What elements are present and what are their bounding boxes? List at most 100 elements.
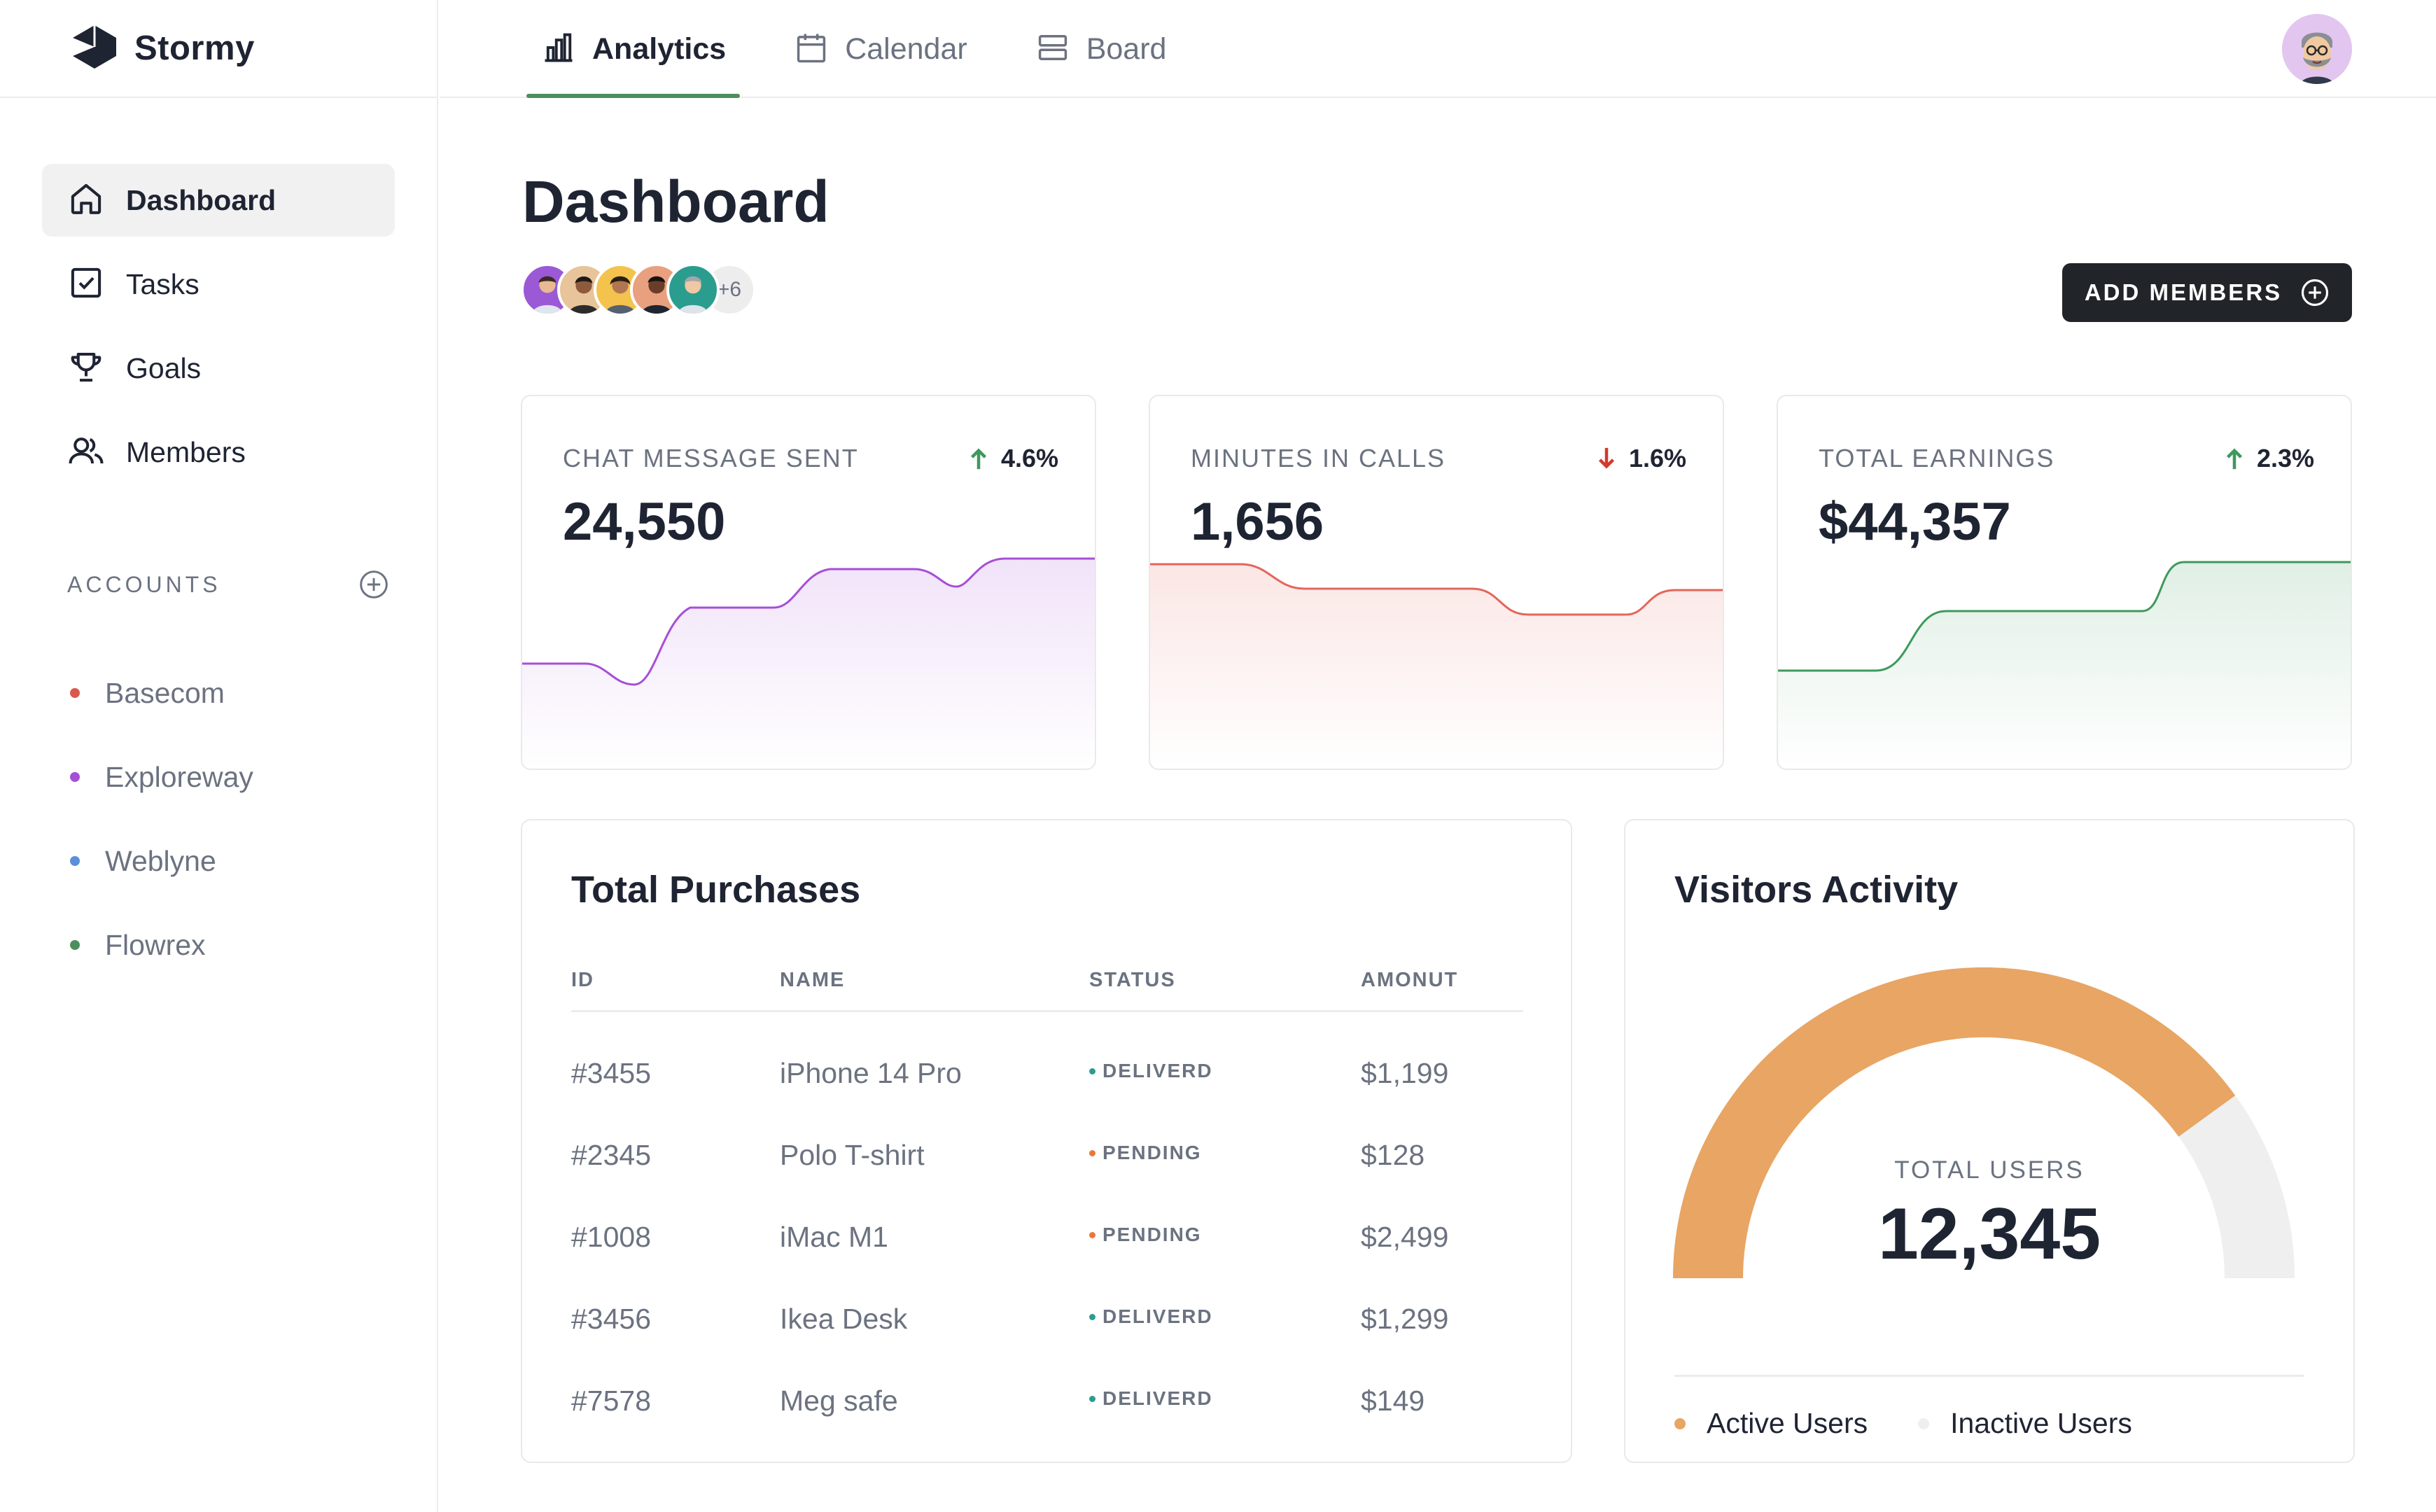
legend-item-active: Active Users: [1674, 1407, 1868, 1440]
tab-analytics[interactable]: Analytics: [526, 0, 741, 98]
account-label: Basecom: [105, 676, 225, 709]
column-header-name: NAME: [780, 969, 846, 991]
column-header-amount: AMONUT: [1361, 969, 1459, 991]
bar-chart-icon: [540, 29, 577, 69]
cell-name: Meg safe: [780, 1385, 898, 1417]
gauge-label: TOTAL USERS: [1894, 1156, 2085, 1184]
cell-amount: $2,499: [1361, 1221, 1449, 1253]
calendar-icon: [793, 29, 830, 69]
gauge-value: 12,345: [1877, 1194, 2101, 1275]
top-bar: Analytics Calendar Board: [440, 0, 2436, 98]
table-row[interactable]: #2345 Polo T-shirt PENDING $128: [571, 1139, 1523, 1181]
stat-change-value: 1.6%: [1628, 444, 1686, 472]
account-item-weblyne[interactable]: Weblyne: [70, 819, 253, 903]
tab-calendar[interactable]: Calendar: [779, 0, 981, 98]
add-members-button[interactable]: ADD MEMBERS: [2062, 263, 2352, 322]
table-row[interactable]: #7578 Meg safe DELIVERD $149: [571, 1385, 1523, 1427]
user-avatar[interactable]: [2282, 14, 2352, 84]
status-badge: DELIVERD: [1089, 1387, 1213, 1410]
sidebar-item-members[interactable]: Members: [42, 416, 395, 489]
status-dot: [1089, 1313, 1096, 1320]
cell-amount: $1,199: [1361, 1057, 1449, 1089]
cell-name: Polo T-shirt: [780, 1139, 925, 1171]
tab-label: Analytics: [592, 31, 727, 66]
board-icon: [1035, 29, 1071, 69]
legend-item-inactive: Inactive Users: [1918, 1407, 2132, 1440]
legend-label: Active Users: [1707, 1407, 1868, 1439]
home-icon: [67, 180, 105, 221]
plus-circle-icon: [360, 570, 388, 598]
status-dot: [1089, 1395, 1096, 1402]
account-color-dot: [70, 772, 80, 782]
status-badge: PENDING: [1089, 1224, 1202, 1246]
panel-title: Visitors Activity: [1674, 869, 1959, 911]
arrow-down-icon: [1598, 447, 1614, 469]
account-color-dot: [70, 940, 80, 950]
sparkline-chart: [1778, 561, 2351, 769]
member-avatar: [666, 263, 720, 316]
stat-card-total-earnings: TOTAL EARNINGS 2.3% $44,357: [1777, 395, 2352, 770]
cell-id: #7578: [571, 1385, 652, 1417]
sparkline-chart: [522, 557, 1095, 769]
status-text: PENDING: [1102, 1142, 1202, 1163]
sidebar-nav: Dashboard Tasks Goals Members: [42, 164, 395, 500]
member-avatars[interactable]: +6: [521, 263, 756, 319]
table-row[interactable]: #3456 Ikea Desk DELIVERD $1,299: [571, 1303, 1523, 1345]
arrow-up-icon: [970, 448, 986, 470]
brand[interactable]: Stormy: [70, 24, 255, 74]
table-header: ID NAME STATUS AMONUT: [571, 969, 1523, 1012]
stat-label: CHAT MESSAGE SENT: [563, 444, 859, 472]
tab-board[interactable]: Board: [1021, 0, 1181, 98]
column-header-status: STATUS: [1089, 969, 1176, 991]
legend-dot: [1674, 1418, 1686, 1429]
status-dot: [1089, 1149, 1096, 1156]
add-account-button[interactable]: [358, 569, 389, 600]
stat-change: 2.3%: [2225, 444, 2314, 473]
status-badge: PENDING: [1089, 1142, 1202, 1164]
status-dot: [1089, 1231, 1096, 1238]
page-title: Dashboard: [522, 169, 830, 234]
sidebar-divider: [0, 97, 438, 98]
account-item-exploreway[interactable]: Exploreway: [70, 735, 253, 819]
panel-title: Total Purchases: [571, 869, 861, 911]
stat-value: 1,656: [1191, 492, 1324, 552]
status-dot: [1089, 1068, 1096, 1074]
cell-amount: $149: [1361, 1385, 1425, 1417]
gauge-fill-active: [1673, 967, 2236, 1279]
status-text: PENDING: [1102, 1224, 1202, 1245]
stormy-logo-icon: [70, 24, 119, 74]
plus-circle-icon: [2302, 279, 2329, 307]
sidebar-item-label: Tasks: [126, 267, 200, 300]
status-text: DELIVERD: [1102, 1306, 1213, 1327]
account-item-basecom[interactable]: Basecom: [70, 651, 253, 735]
table-row[interactable]: #3455 iPhone 14 Pro DELIVERD $1,199: [571, 1057, 1523, 1099]
sidebar-item-label: Goals: [126, 351, 202, 384]
status-text: DELIVERD: [1102, 1387, 1213, 1409]
cell-name: Ikea Desk: [780, 1303, 908, 1335]
cell-amount: $128: [1361, 1139, 1425, 1171]
cell-id: #1008: [571, 1221, 652, 1253]
column-header-id: ID: [571, 969, 594, 991]
cell-id: #3456: [571, 1303, 652, 1335]
sidebar: Stormy Dashboard Tasks Goals Members: [0, 0, 438, 1512]
account-label: Weblyne: [105, 844, 216, 877]
arrow-up-icon: [2226, 448, 2242, 470]
stat-change: 4.6%: [969, 444, 1058, 473]
sidebar-item-label: Dashboard: [126, 183, 276, 216]
cell-name: iPhone 14 Pro: [780, 1057, 962, 1089]
stat-label: TOTAL EARNINGS: [1819, 444, 2055, 472]
total-purchases-panel: Total Purchases ID NAME STATUS AMONUT #3…: [521, 819, 1572, 1463]
sidebar-item-goals[interactable]: Goals: [42, 332, 395, 405]
sidebar-item-label: Members: [126, 435, 246, 468]
cell-amount: $1,299: [1361, 1303, 1449, 1335]
account-item-flowrex[interactable]: Flowrex: [70, 903, 253, 987]
table-row[interactable]: #1008 iMac M1 PENDING $2,499: [571, 1221, 1523, 1263]
sparkline-chart: [1150, 563, 1723, 769]
view-tabs: Analytics Calendar Board: [526, 0, 1180, 98]
account-color-dot: [70, 688, 80, 698]
sidebar-item-dashboard[interactable]: Dashboard: [42, 164, 395, 237]
account-color-dot: [70, 856, 80, 866]
status-text: DELIVERD: [1102, 1060, 1213, 1082]
legend-divider: [1674, 1375, 2304, 1377]
sidebar-item-tasks[interactable]: Tasks: [42, 248, 395, 321]
